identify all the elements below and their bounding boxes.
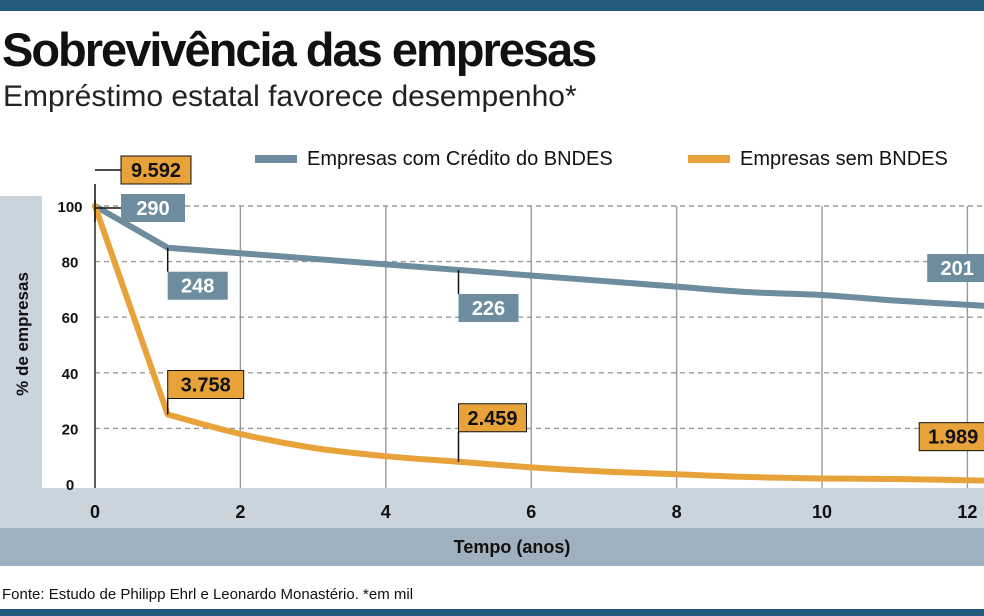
annotation-label: 248 [181, 276, 214, 298]
annotation-label: 1.989 [928, 427, 978, 449]
x-tick-label: 6 [526, 502, 536, 522]
annotation-box [918, 422, 984, 452]
x-tick-label: 2 [235, 502, 245, 522]
y-axis-title: % de empresas [13, 272, 32, 396]
legend-swatch-bndes [255, 155, 297, 163]
y-tick-label: 20 [62, 421, 79, 438]
tick-labels: 0 20 40 60 80 100 0 2 4 6 8 10 12 [57, 199, 977, 522]
legend-item-sem-bndes: Empresas sem BNDES [688, 146, 948, 172]
series-lines [92, 203, 984, 484]
legend-item-bndes: Empresas com Crédito do BNDES [255, 146, 613, 172]
annotation-box [167, 271, 228, 300]
legend-label-bndes: Empresas com Crédito do BNDES [307, 147, 613, 170]
annotation-label: 290 [136, 198, 169, 220]
y-tick-label: 40 [62, 366, 79, 383]
series-line-sem-bndes [92, 203, 984, 484]
annotation-box [458, 403, 527, 433]
x-axis-title-band [0, 528, 984, 566]
source-note: Fonte: Estudo de Philipp Ehrl e Leonardo… [2, 586, 414, 603]
x-tick-label: 10 [812, 502, 832, 522]
y-tick-label: 100 [57, 199, 82, 216]
annotation-box [120, 155, 192, 185]
series-line-bndes [92, 203, 984, 309]
legend-label-sem-bndes: Empresas sem BNDES [740, 147, 948, 170]
annotation-label: 9.592 [131, 160, 181, 182]
annotation-label: 3.758 [181, 375, 231, 397]
x-tick-label: 4 [381, 502, 391, 522]
y-tick-label: 0 [66, 477, 74, 494]
annotation-box [167, 370, 245, 399]
legend-swatch-sem-bndes [688, 155, 730, 163]
top-accent-bar [0, 0, 984, 11]
x-tick-label: 8 [672, 502, 682, 522]
x-tick-label: 12 [957, 502, 977, 522]
y-tick-label: 80 [62, 255, 79, 272]
annotation-label: 2.459 [467, 408, 517, 430]
annotation-box [121, 194, 185, 222]
annotation-box [927, 254, 984, 283]
bottom-accent-bar [0, 609, 984, 616]
data-annotations: 290 248 226 201 9.592 3.758 2.459 1.989 [94, 155, 984, 462]
y-tick-label: 60 [62, 310, 79, 327]
x-axis-band [0, 488, 984, 528]
x-axis-title: Tempo (anos) [454, 537, 571, 557]
chart-subtitle: Empréstimo estatal favorece desempenho* [3, 80, 577, 113]
annotation-box [458, 293, 519, 322]
x-tick-label: 0 [90, 502, 100, 522]
gridlines [94, 200, 984, 488]
chart-title: Sobrevivência das empresas [2, 23, 597, 76]
annotation-label: 201 [941, 258, 974, 280]
annotation-label: 226 [472, 298, 505, 320]
y-axis-band [0, 196, 42, 488]
